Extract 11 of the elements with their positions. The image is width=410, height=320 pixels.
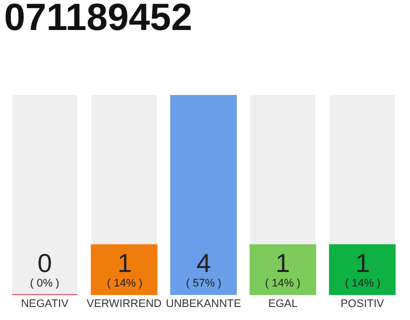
data-label: 4 ( 57% ) bbox=[186, 248, 222, 290]
data-label: 1 ( 14% ) bbox=[265, 248, 300, 290]
x-tick-label: POSITIV bbox=[340, 298, 385, 310]
chart-title: 071189452 bbox=[4, 0, 192, 39]
x-tick-label: EGAL bbox=[268, 298, 298, 310]
x-tick-label: NEGATIV bbox=[20, 298, 70, 310]
data-label: 0 ( 0% ) bbox=[30, 248, 60, 290]
data-label: 1 ( 14% ) bbox=[345, 248, 380, 290]
data-label: 1 ( 14% ) bbox=[107, 248, 142, 290]
x-tick-label: VERWIRREND bbox=[86, 298, 162, 310]
x-tick-label: UNBEKANNTE bbox=[166, 298, 242, 310]
